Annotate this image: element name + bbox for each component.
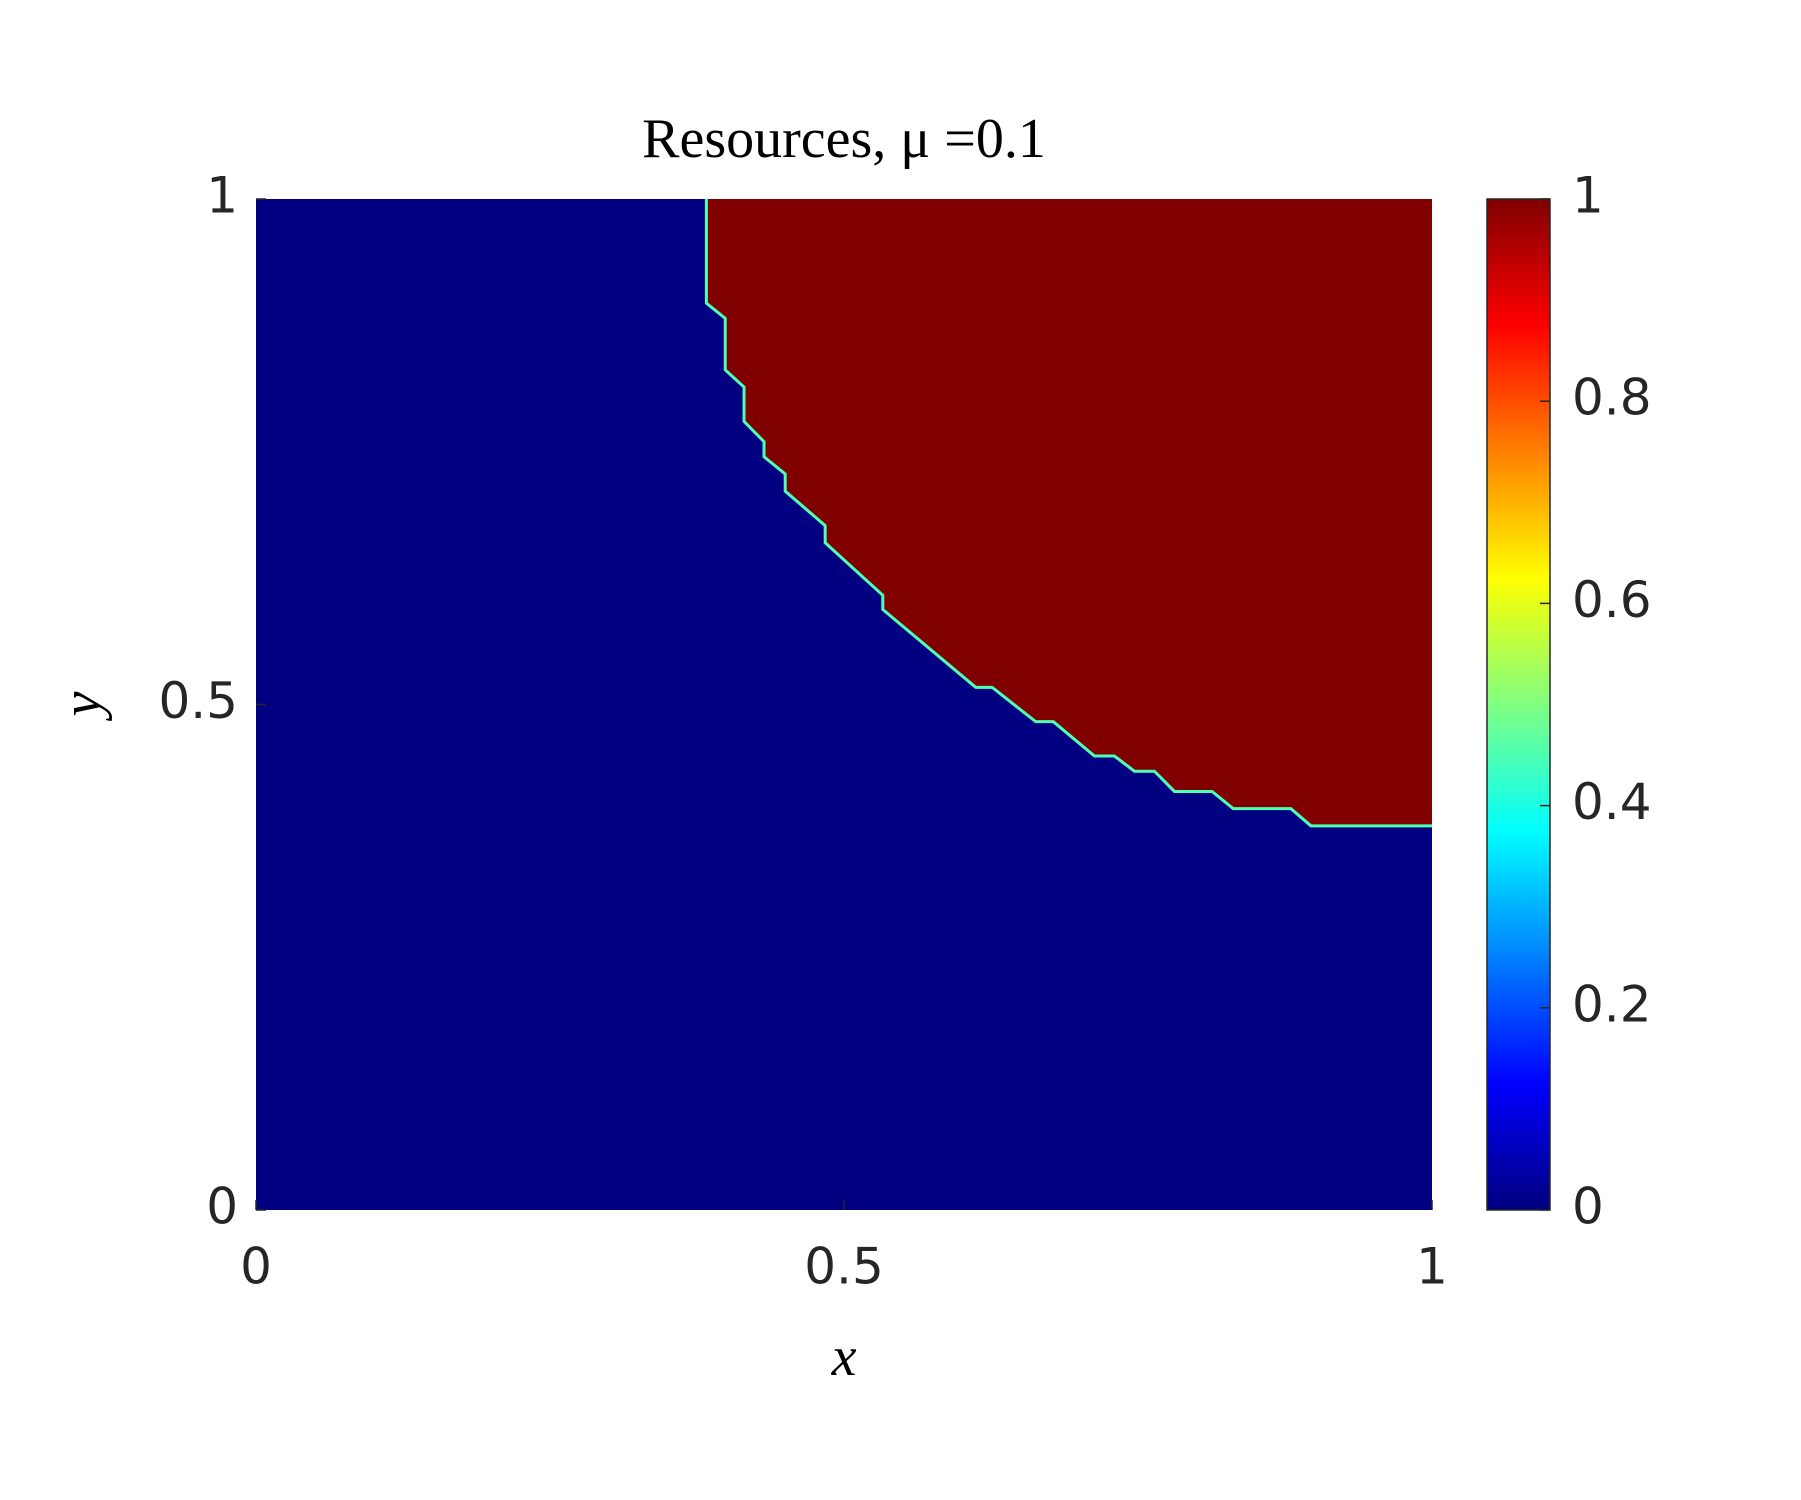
y-tick-label: 0 bbox=[206, 1178, 238, 1236]
chart-title: Resources, μ =0.1 bbox=[642, 108, 1046, 170]
inside-region bbox=[706, 199, 1432, 826]
y-axis-label: y bbox=[51, 691, 113, 721]
colorbar-tick-label: 0.6 bbox=[1572, 571, 1652, 629]
y-tick-label: 0.5 bbox=[158, 672, 238, 730]
colorbar-tick-label: 0.8 bbox=[1572, 369, 1652, 427]
colorbar bbox=[1486, 198, 1551, 1211]
x-tick-label: 0 bbox=[240, 1238, 272, 1296]
colorbar-tick-label: 1 bbox=[1572, 167, 1604, 225]
boundary-line bbox=[704, 199, 1432, 828]
y-tick-label: 1 bbox=[206, 167, 238, 225]
colorbar-tick-label: 0.4 bbox=[1572, 773, 1652, 831]
x-tick-label: 1 bbox=[1416, 1238, 1448, 1296]
colorbar-tick-label: 0.2 bbox=[1572, 975, 1652, 1033]
x-axis-label: x bbox=[831, 1326, 857, 1388]
colorbar-tick-label: 0 bbox=[1572, 1178, 1604, 1236]
x-tick-label: 0.5 bbox=[804, 1238, 884, 1296]
